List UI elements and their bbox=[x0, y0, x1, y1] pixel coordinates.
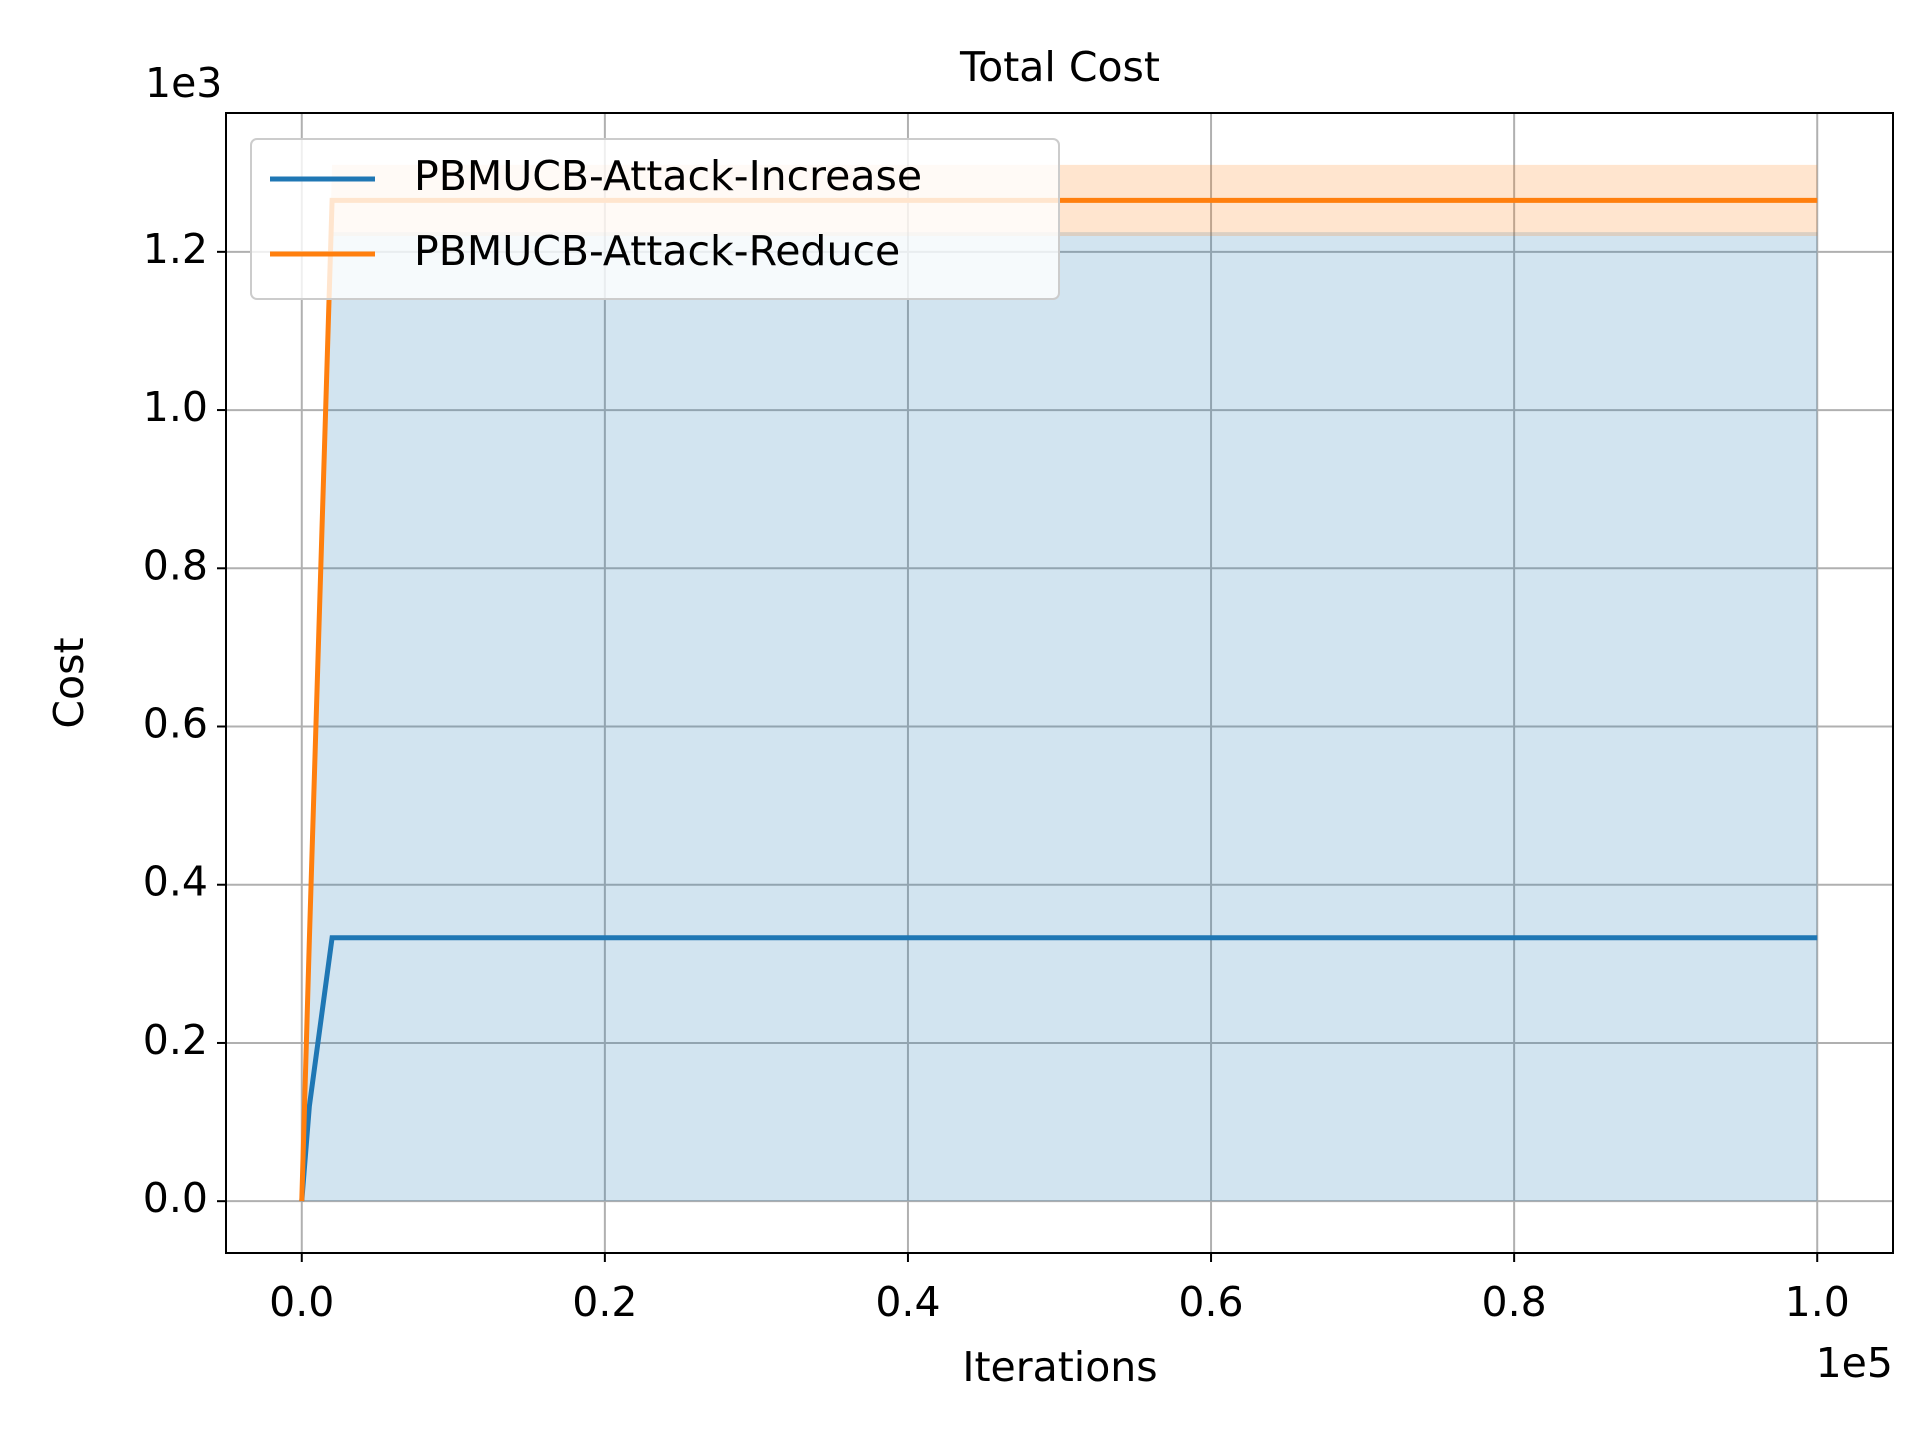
y-offset-label: 1e3 bbox=[145, 59, 222, 107]
x-tick-label: 0.0 bbox=[269, 1278, 334, 1326]
y-tick-label: 0.2 bbox=[143, 1016, 208, 1064]
y-tick-label: 1.0 bbox=[143, 383, 208, 431]
x-offset-label: 1e5 bbox=[1816, 1339, 1893, 1387]
y-tick-label: 0.6 bbox=[143, 700, 208, 748]
plot-frame bbox=[225, 112, 1894, 1254]
legend-label: PBMUCB-Attack-Reduce bbox=[414, 227, 900, 275]
y-tick-label: 0.8 bbox=[143, 541, 208, 589]
x-tick-label: 0.2 bbox=[572, 1278, 637, 1326]
x-axis-label: Iterations bbox=[962, 1343, 1157, 1391]
legend-label: PBMUCB-Attack-Increase bbox=[414, 152, 922, 200]
x-tick-label: 0.8 bbox=[1482, 1278, 1547, 1326]
y-tick-label: 0.0 bbox=[143, 1174, 208, 1222]
series-line bbox=[299, 197, 1818, 1202]
x-tick-label: 0.4 bbox=[875, 1278, 940, 1326]
x-tick-label: 0.6 bbox=[1178, 1278, 1243, 1326]
chart-title: Total Cost bbox=[959, 43, 1160, 91]
band bbox=[301, 232, 1818, 1202]
y-tick-label: 1.2 bbox=[143, 225, 208, 273]
legend-box bbox=[250, 138, 1060, 300]
y-axis-label: Cost bbox=[45, 637, 93, 728]
x-tick-label: 1.0 bbox=[1785, 1278, 1850, 1326]
y-tick-label: 0.4 bbox=[143, 858, 208, 906]
